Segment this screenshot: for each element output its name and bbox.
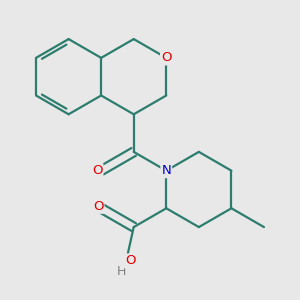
Text: N: N <box>161 164 171 177</box>
Text: O: O <box>92 164 102 177</box>
Text: O: O <box>161 51 172 64</box>
Text: H: H <box>117 265 126 278</box>
Text: O: O <box>93 200 104 213</box>
Text: O: O <box>125 254 135 267</box>
